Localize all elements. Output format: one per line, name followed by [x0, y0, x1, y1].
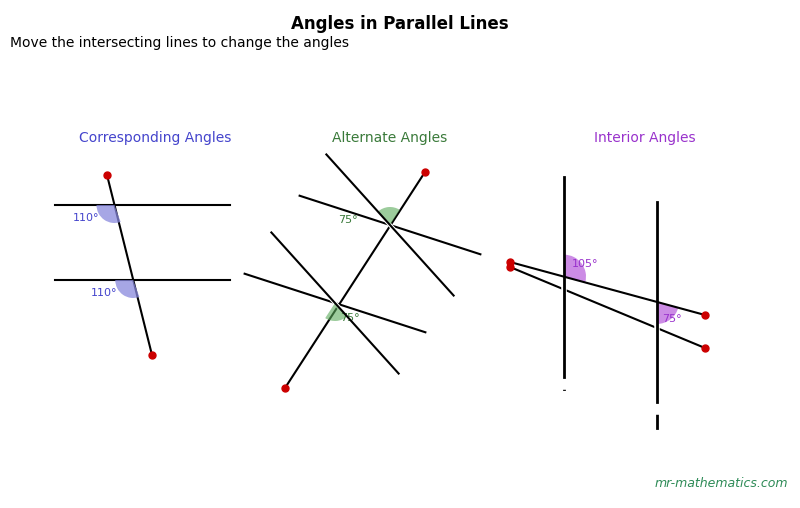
Text: 105°: 105° [572, 259, 598, 269]
Wedge shape [564, 255, 586, 282]
Text: Angles in Parallel Lines: Angles in Parallel Lines [291, 15, 509, 33]
Wedge shape [326, 303, 347, 321]
Text: 75°: 75° [340, 313, 360, 323]
Text: 110°: 110° [73, 213, 99, 223]
Wedge shape [97, 205, 121, 223]
Text: 75°: 75° [662, 314, 682, 324]
Text: Corresponding Angles: Corresponding Angles [79, 131, 231, 145]
Wedge shape [378, 207, 400, 225]
Text: Interior Angles: Interior Angles [594, 131, 696, 145]
Text: 110°: 110° [91, 288, 118, 298]
Text: mr-mathematics.com: mr-mathematics.com [654, 477, 788, 490]
Text: 75°: 75° [338, 215, 358, 225]
Wedge shape [115, 280, 139, 298]
Wedge shape [657, 302, 678, 324]
Text: Move the intersecting lines to change the angles: Move the intersecting lines to change th… [10, 36, 349, 50]
Text: Alternate Angles: Alternate Angles [332, 131, 448, 145]
